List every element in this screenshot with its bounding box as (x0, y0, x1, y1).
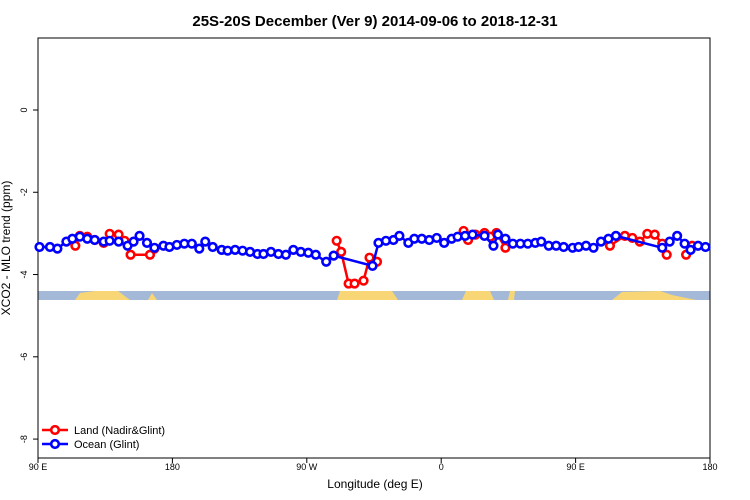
data-point (52, 243, 63, 254)
x-tick-label: 0 (439, 462, 444, 472)
data-point (500, 233, 511, 244)
land-mask (38, 291, 710, 300)
data-point (367, 260, 378, 271)
data-point (321, 256, 332, 267)
data-point (467, 229, 478, 240)
data-point (439, 237, 450, 248)
data-point (336, 246, 347, 258)
y-tick-label: 0 (19, 107, 29, 112)
chart-title: 25S-20S December (Ver 9) 2014-09-06 to 2… (192, 13, 557, 30)
data-point (331, 235, 342, 246)
legend-label: Land (Nadir&Glint) (74, 425, 165, 437)
data-point (34, 241, 45, 253)
y-axis-label: XCO2 - MLO trend (ppm) (0, 181, 13, 316)
data-point (558, 241, 569, 253)
data-point (700, 241, 711, 253)
data-point (358, 275, 369, 286)
data-point (672, 230, 683, 241)
legend-marker (49, 438, 61, 450)
data-point (349, 278, 360, 289)
data-point (479, 230, 490, 241)
data-point (661, 249, 672, 260)
data-point (113, 236, 124, 247)
data-point (610, 230, 622, 241)
data-point (685, 244, 696, 255)
x-tick-label: 90 W (296, 462, 318, 472)
data-point (104, 235, 115, 246)
data-point (134, 230, 145, 241)
x-tick-label: 180 (702, 462, 717, 472)
data-point (310, 249, 321, 260)
data-point (200, 236, 211, 247)
y-tick-label: -8 (19, 435, 29, 443)
data-point (141, 237, 153, 248)
data-point (207, 241, 218, 253)
y-tick-label: -4 (19, 271, 29, 279)
data-point (536, 236, 547, 247)
data-point (149, 242, 160, 253)
data-point (125, 249, 136, 260)
x-tick-label: 180 (165, 462, 180, 472)
data-point (679, 238, 690, 249)
x-tick-label: 90 E (29, 462, 48, 472)
data-point (431, 232, 442, 244)
data-point (649, 229, 660, 240)
data-point (394, 230, 405, 241)
data-point (488, 240, 499, 251)
data-point (657, 242, 668, 253)
x-tick-label: 90 E (566, 462, 585, 472)
y-tick-label: -2 (19, 188, 29, 196)
data-point (500, 242, 511, 253)
data-point (89, 234, 100, 246)
x-axis-label: Longitude (deg E) (327, 477, 422, 491)
data-point (186, 238, 197, 249)
data-point (128, 236, 139, 247)
data-point (492, 229, 504, 240)
data-point (588, 242, 599, 253)
data-point (328, 250, 339, 261)
legend-marker (49, 424, 61, 436)
y-tick-label: -6 (19, 353, 29, 361)
data-point (364, 252, 375, 263)
legend-label: Ocean (Glint) (74, 439, 139, 451)
data-point (194, 243, 205, 254)
data-point (280, 249, 291, 260)
data-point (664, 236, 675, 247)
